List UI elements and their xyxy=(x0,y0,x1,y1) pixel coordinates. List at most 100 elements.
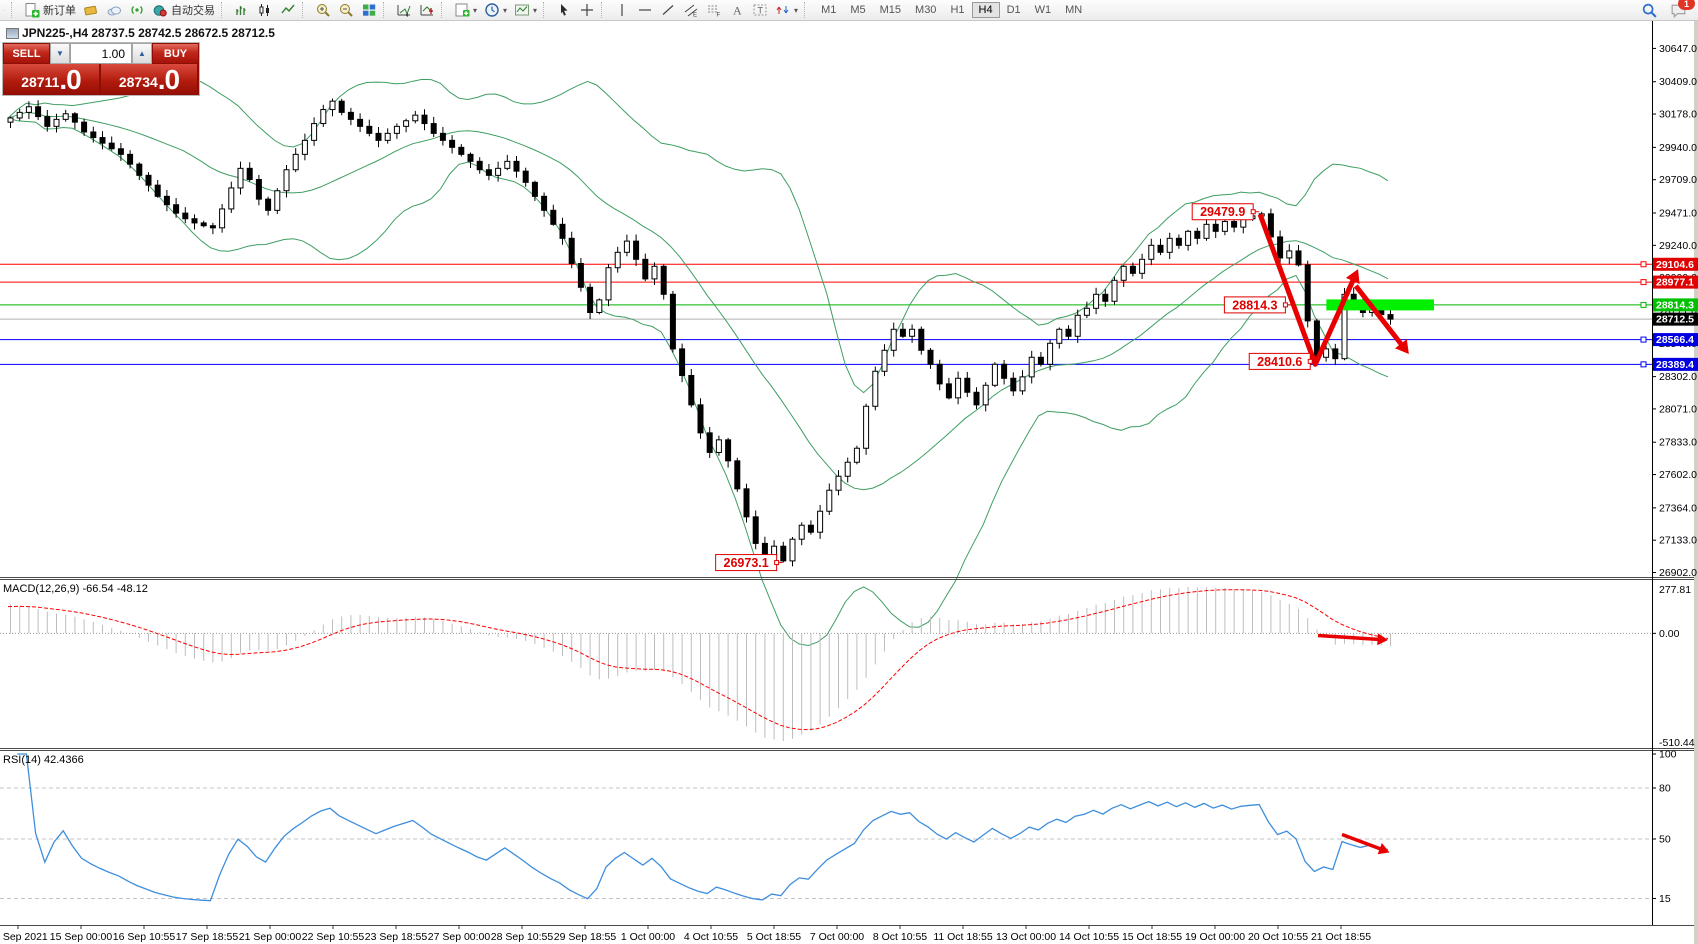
rsi-tick-label: 100 xyxy=(1659,749,1677,761)
arrows-button[interactable]: ▾ xyxy=(772,1,801,19)
candle-body xyxy=(1286,250,1293,259)
buy-price-tile[interactable]: 28734.0 xyxy=(101,64,197,95)
date-label: 5 Oct 18:55 xyxy=(747,931,801,943)
bar-chart-mode-button[interactable] xyxy=(231,1,253,19)
screenshot-button[interactable] xyxy=(80,1,102,19)
level-price-label: 28814.3 xyxy=(1656,299,1694,311)
candle-body xyxy=(706,432,713,453)
candle-body xyxy=(1028,356,1035,378)
timeframe-h1-button[interactable]: H1 xyxy=(943,2,971,18)
candlestick-mode-button[interactable] xyxy=(254,1,276,19)
auto-trading-label: 自动交易 xyxy=(171,5,215,17)
sell-button[interactable]: SELL xyxy=(3,43,50,64)
chart-window-icon xyxy=(6,28,19,39)
horizontal-line-button[interactable] xyxy=(634,1,656,19)
trend-arrow-head[interactable] xyxy=(1345,269,1360,285)
macd-indicator-label: MACD(12,26,9) -66.54 -48.12 xyxy=(3,583,148,595)
line-chart-mode-button[interactable] xyxy=(277,1,299,19)
vertical-line-button[interactable] xyxy=(611,1,633,19)
text-button[interactable]: A xyxy=(726,1,748,19)
level-line-anchor[interactable] xyxy=(1640,336,1647,343)
candle-body xyxy=(338,100,345,113)
timeframe-mn-button[interactable]: MN xyxy=(1058,2,1089,18)
candle-body xyxy=(743,488,750,518)
candle-body xyxy=(1175,237,1182,246)
equidistant-channel-button[interactable]: E xyxy=(680,1,702,19)
zoom-out-button[interactable] xyxy=(335,1,357,19)
trend-arrow[interactable] xyxy=(1353,284,1405,348)
fibonacci-button[interactable]: F xyxy=(703,1,725,19)
chart-shift-button[interactable] xyxy=(416,1,438,19)
signal-button[interactable] xyxy=(126,1,148,19)
sell-price-tile[interactable]: 28711.0 xyxy=(3,64,99,95)
window-edge xyxy=(1694,20,1698,944)
level-line-anchor[interactable] xyxy=(1640,261,1647,268)
rsi-arrow[interactable] xyxy=(1341,832,1383,852)
level-line-anchor[interactable] xyxy=(1640,361,1647,368)
rsi-tick-label: 50 xyxy=(1659,834,1671,846)
cursor-button[interactable] xyxy=(553,1,575,19)
candle-body xyxy=(458,146,465,155)
candle-body xyxy=(697,404,704,434)
period-button[interactable]: ▾ xyxy=(481,1,510,19)
text-label-button[interactable]: T xyxy=(749,1,771,19)
annotation-anchor xyxy=(774,560,780,566)
price-tick-label: 27602.0 xyxy=(1659,469,1697,481)
level-line-anchor[interactable] xyxy=(1640,301,1647,308)
date-label: 14 Oct 10:55 xyxy=(1059,931,1119,943)
trendline-button[interactable] xyxy=(657,1,679,19)
indicators-button[interactable]: ▾ xyxy=(451,1,480,19)
price-tick-label: 27133.0 xyxy=(1659,535,1697,547)
notification-badge: 1 xyxy=(1678,0,1695,10)
candle-body xyxy=(1185,230,1192,246)
timeframe-m1-button[interactable]: M1 xyxy=(814,2,843,18)
volume-input[interactable]: 1.00 xyxy=(70,43,132,64)
buy-button[interactable]: BUY xyxy=(152,43,199,64)
candle-body xyxy=(495,167,502,176)
zoom-in-button[interactable] xyxy=(312,1,334,19)
community-button[interactable] xyxy=(103,1,125,19)
timeframe-w1-button[interactable]: W1 xyxy=(1028,2,1059,18)
price-tick-label: 29471.0 xyxy=(1659,207,1697,219)
timeframe-m30-button[interactable]: M30 xyxy=(908,2,943,18)
highlight-zone[interactable] xyxy=(1326,299,1434,311)
candle-body xyxy=(513,160,520,172)
notifications-button[interactable]: 1 xyxy=(1667,0,1695,19)
timeframe-m15-button[interactable]: M15 xyxy=(873,2,908,18)
candle-body xyxy=(485,169,492,176)
clipped-icon-button[interactable] xyxy=(0,1,8,19)
timeframe-m5-button[interactable]: M5 xyxy=(843,2,872,18)
candle-body xyxy=(872,370,879,407)
level-line-anchor[interactable] xyxy=(1640,279,1647,286)
macd-arrow[interactable] xyxy=(1317,633,1381,642)
rsi-arrow-head[interactable] xyxy=(1377,843,1390,855)
candle-body xyxy=(283,169,290,192)
trend-arrow-head[interactable] xyxy=(1394,339,1409,354)
crosshair-button[interactable] xyxy=(576,1,598,19)
candle-body xyxy=(1203,223,1210,239)
tile-windows-button[interactable] xyxy=(358,1,380,19)
search-button[interactable] xyxy=(1638,1,1661,19)
candle-body xyxy=(255,179,262,200)
volume-decrease-button[interactable]: ▼ xyxy=(50,43,70,64)
cloud-icon xyxy=(107,6,121,16)
current-price-label: 28712.5 xyxy=(1656,314,1694,326)
candle-body xyxy=(1295,250,1302,266)
template-button[interactable]: ▾ xyxy=(511,1,540,19)
new-order-button[interactable]: 新订单 xyxy=(21,1,79,19)
timeframe-h4-button[interactable]: H4 xyxy=(971,2,1000,18)
volume-increase-button[interactable]: ▲ xyxy=(132,43,152,64)
trend-arrow[interactable] xyxy=(1257,213,1357,367)
auto-trading-button[interactable]: 自动交易 xyxy=(149,1,218,19)
candle-body xyxy=(587,286,594,313)
candle-body xyxy=(550,209,557,225)
auto-scroll-button[interactable] xyxy=(393,1,415,19)
candle-body xyxy=(476,160,483,171)
candle-body xyxy=(90,131,97,139)
timeframe-d1-button[interactable]: D1 xyxy=(1000,2,1028,18)
candle-body xyxy=(301,139,308,155)
candle-body xyxy=(826,489,833,512)
current-price-label-bg xyxy=(1653,312,1698,326)
macd-arrow-head[interactable] xyxy=(1377,633,1388,646)
